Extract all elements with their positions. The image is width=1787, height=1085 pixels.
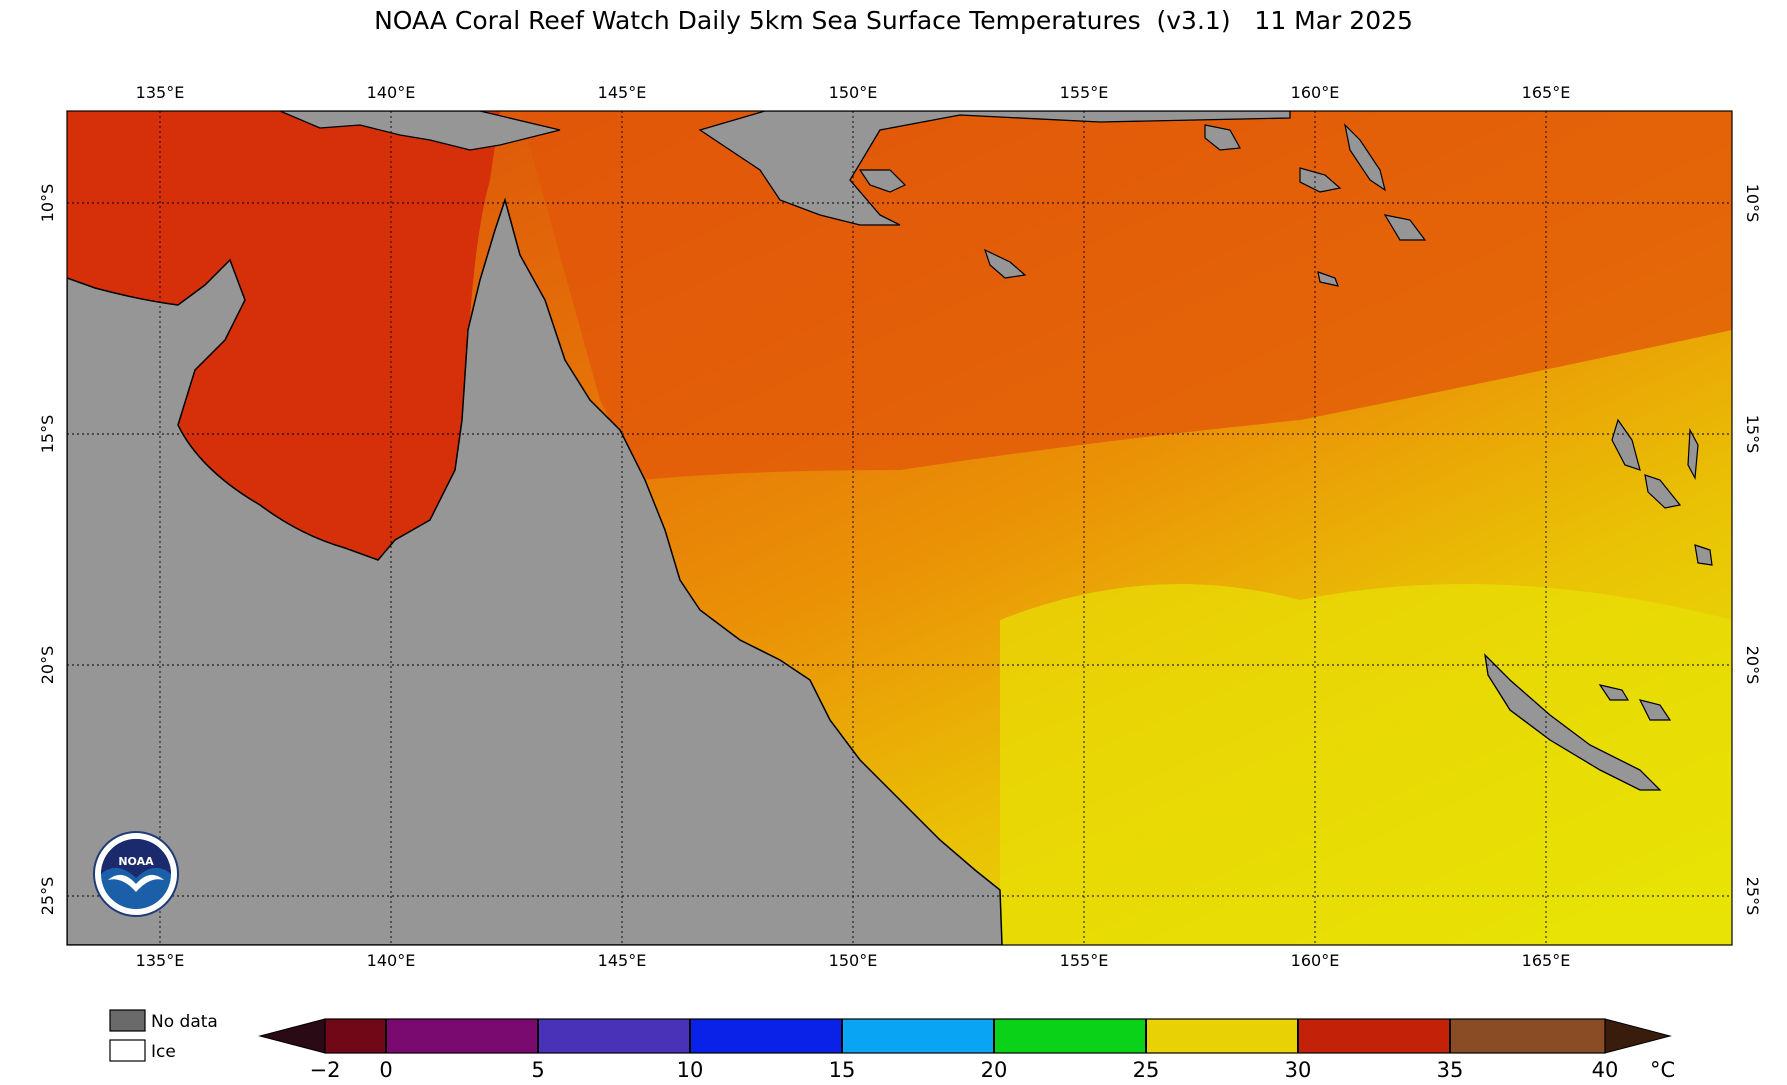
island [1687, 427, 1699, 481]
colorbar-dividers [385, 1019, 1451, 1053]
colorbar-segment [1298, 1019, 1450, 1053]
island [1299, 167, 1342, 193]
colorbar-tick: 35 [1437, 1058, 1464, 1082]
colorbar-frame [324, 1018, 1606, 1054]
colorbar-segment [1146, 1019, 1298, 1053]
ice-label: Ice [151, 1042, 176, 1062]
colorbar-tick: 25 [1133, 1058, 1160, 1082]
island [1204, 124, 1241, 151]
lon-label-top: 165°E [1522, 83, 1571, 102]
ice-swatch [109, 1039, 146, 1062]
lat-label-left: 10°S [38, 184, 57, 223]
colorbar-segment [1450, 1019, 1605, 1053]
lon-label-top: 155°E [1060, 83, 1109, 102]
lon-label-bottom: 140°E [367, 951, 416, 970]
map-area [66, 110, 1733, 946]
colorbar-segment [325, 1019, 386, 1053]
lat-label-left: 20°S [38, 646, 57, 685]
lon-label-bottom: 165°E [1522, 951, 1571, 970]
island [1598, 684, 1630, 701]
colorbar-segment [690, 1019, 842, 1053]
colorbar-segment [538, 1019, 690, 1053]
map-title: NOAA Coral Reef Watch Daily 5km Sea Surf… [374, 6, 1413, 35]
island [1638, 699, 1672, 721]
colorbar-tick: 20 [981, 1058, 1008, 1082]
lon-label-bottom: 150°E [829, 951, 878, 970]
island [1694, 544, 1713, 566]
lon-label-bottom: 145°E [598, 951, 647, 970]
lat-label-right: 25°S [1743, 877, 1762, 916]
lat-label-right: 15°S [1743, 415, 1762, 454]
gulf-of-carpentaria [67, 111, 500, 560]
lon-label-top: 140°E [367, 83, 416, 102]
colorbar-unit: °C [1650, 1058, 1675, 1082]
lat-label-left: 25°S [38, 877, 57, 916]
colorbar-tick: 5 [531, 1058, 544, 1082]
colorbar-tick: 10 [677, 1058, 704, 1082]
lon-label-top: 135°E [136, 83, 185, 102]
colorbar-tick: 15 [829, 1058, 856, 1082]
island [1317, 271, 1339, 287]
island [1611, 418, 1641, 471]
colorbar-segment [842, 1019, 994, 1053]
australia-land [67, 197, 1003, 945]
colorbar: −2 0 5 10 15 20 25 30 35 40 °C [258, 1018, 1675, 1082]
lon-label-top: 145°E [598, 83, 647, 102]
lat-label-right: 20°S [1743, 646, 1762, 685]
island [1383, 214, 1427, 241]
noaa-logo: NOAA [93, 831, 179, 917]
island [1344, 123, 1386, 192]
noaa-logo-text: NOAA [118, 855, 154, 868]
island [1644, 474, 1682, 509]
lat-label-left: 15°S [38, 415, 57, 454]
cool-sst-region [1000, 584, 1732, 945]
map-frame [66, 110, 1733, 946]
lon-label-bottom: 155°E [1060, 951, 1109, 970]
lon-label-bottom: 135°E [136, 951, 185, 970]
new-caledonia [1484, 653, 1662, 791]
no-data-label: No data [151, 1012, 218, 1032]
lat-label-right: 10°S [1743, 184, 1762, 223]
colorbar-max-extend [1604, 1018, 1672, 1054]
colorbar-segment [994, 1019, 1146, 1053]
lon-label-bottom: 160°E [1291, 951, 1340, 970]
colorbar-tick: 30 [1285, 1058, 1312, 1082]
colorbar-segment [386, 1019, 538, 1053]
colorbar-tick: 0 [379, 1058, 392, 1082]
colorbar-tick: −2 [310, 1058, 341, 1082]
graticule [67, 111, 1732, 945]
lon-label-top: 150°E [829, 83, 878, 102]
new-guinea-land [698, 111, 1291, 226]
colorbar-tick: 40 [1592, 1058, 1619, 1082]
lon-label-top: 160°E [1291, 83, 1340, 102]
new-guinea-south-coast [279, 111, 561, 151]
no-data-swatch [109, 1009, 146, 1032]
legend: No data Ice [109, 1009, 218, 1062]
island [983, 248, 1027, 279]
colorbar-segments [325, 1019, 1605, 1053]
island [858, 169, 907, 193]
colorbar-min-extend [258, 1018, 326, 1054]
